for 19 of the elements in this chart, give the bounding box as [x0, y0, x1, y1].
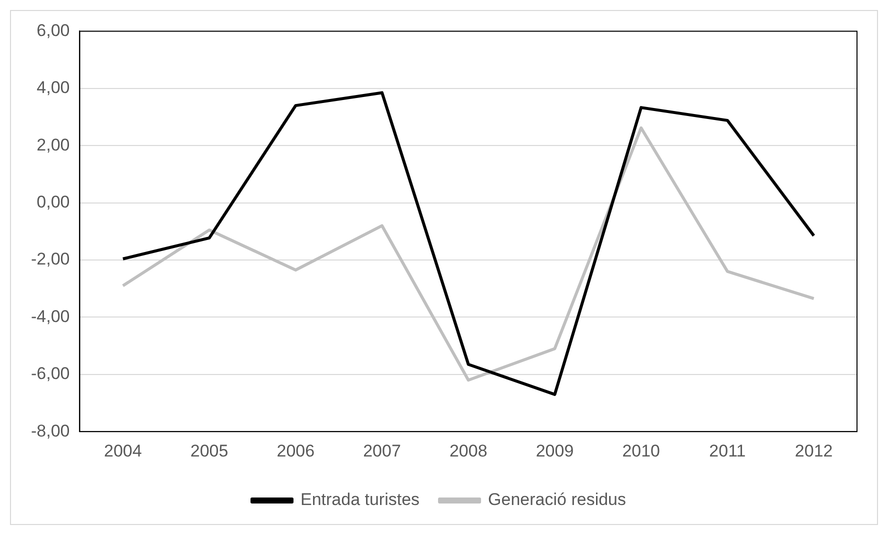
legend-label: Generació residus [488, 490, 626, 510]
x-tick-label: 2012 [794, 441, 833, 460]
x-tick-label: 2010 [622, 441, 660, 460]
legend-label: Entrada turistes [300, 490, 420, 510]
x-tick-label: 2005 [190, 441, 228, 460]
y-tick-label: 4,00 [36, 78, 70, 98]
x-tick-label: 2008 [449, 441, 488, 460]
x-tick-label: 2011 [709, 441, 746, 460]
x-tick-label: 2007 [363, 441, 401, 460]
y-tick-label: 0,00 [36, 192, 70, 212]
y-tick-label: -6,00 [31, 364, 70, 384]
x-tick-label: 2009 [536, 441, 574, 460]
x-tick-label: 2004 [104, 441, 142, 460]
y-tick-label: -4,00 [31, 306, 70, 326]
y-tick-label: 2,00 [36, 135, 70, 154]
x-tick-label: 2006 [276, 441, 315, 460]
y-tick-label: -2,00 [31, 250, 70, 269]
y-tick-label: 6,00 [36, 20, 70, 40]
y-tick-label: -8,00 [31, 421, 70, 440]
